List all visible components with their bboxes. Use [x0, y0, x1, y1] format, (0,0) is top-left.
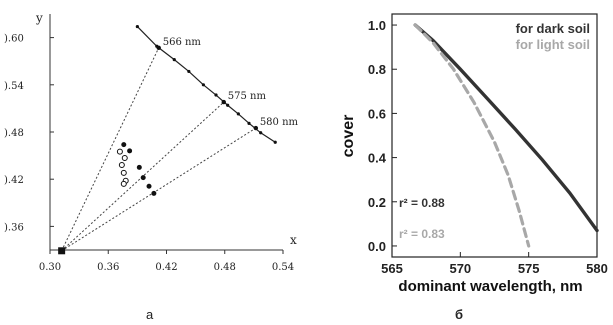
wavelength-ray	[61, 47, 160, 252]
legend-entry: for light soil	[516, 37, 590, 52]
x-axis-label: x	[290, 233, 297, 247]
locus-marker	[236, 112, 240, 116]
x-tick-label: 565	[381, 261, 403, 276]
y-tick-label: 0.0	[368, 239, 386, 254]
wavelength-marker	[253, 125, 259, 131]
white-point-marker	[58, 247, 66, 255]
y-tick-label: ).54	[4, 81, 24, 92]
sample-point-filled	[127, 148, 133, 154]
y-tick-label: 0.2	[368, 195, 386, 210]
y-tick-label: ).48	[4, 128, 24, 139]
chromaticity-chart: 0.30 0.36 0.42 0.48 0.54 ).60 ).54 ).48 ).42 ).36…	[4, 11, 299, 273]
legend-entry: for dark soil	[516, 21, 590, 36]
x-axis-label: dominant wavelength, nm	[398, 278, 582, 295]
y-tick-label: 0.8	[368, 62, 386, 77]
x-tick-label: 575	[518, 261, 540, 276]
locus-marker	[135, 24, 139, 29]
figure-b-caption: б	[455, 307, 464, 322]
sample-points	[116, 142, 157, 196]
sample-point-open	[121, 154, 128, 161]
y-tick-label: ).36	[4, 222, 24, 233]
locus-marker	[247, 121, 251, 125]
locus-marker	[273, 140, 277, 144]
sample-point-filled	[140, 175, 146, 181]
locus-marker	[201, 83, 205, 87]
y-tick-label: 0.4	[368, 151, 387, 166]
x-tick-label: 0.36	[97, 262, 119, 273]
series-dark-soil-line	[413, 23, 599, 233]
y-tick-label: 0.6	[368, 106, 386, 121]
locus-marker	[172, 58, 176, 62]
plot-frame	[391, 13, 598, 258]
sample-point-filled	[146, 183, 152, 189]
series-lines	[413, 23, 599, 248]
wavelength-marker	[221, 99, 226, 105]
locus-marker	[214, 93, 218, 97]
x-tick-label: 0.42	[155, 262, 177, 273]
y-tick-label: ).42	[4, 175, 24, 186]
wavelength-label: 580 nm	[260, 117, 299, 128]
sample-point-open	[120, 169, 127, 176]
y-axis-label: cover	[340, 115, 357, 158]
figure-a-caption: а	[146, 307, 154, 322]
y-axis-label: y	[35, 11, 43, 25]
sample-point-open	[116, 148, 123, 155]
tick-labels: 0.30 0.36 0.42 0.48 0.54 ).60 ).54 ).48 ).42 ).36…	[4, 11, 297, 273]
sample-point-filled	[136, 164, 142, 170]
x-tick-label: 0.30	[39, 262, 61, 273]
x-tick-label: 0.48	[214, 262, 236, 273]
sample-point-filled	[151, 190, 157, 196]
wavelength-label: 575 nm	[228, 91, 267, 102]
tick-labels: 565 570 575 580 0.0 0.2 0.4 0.6 0.8 1.0 cover domin…	[340, 18, 608, 295]
spectral-locus: 566 nm 575 nm 580 nm	[135, 24, 299, 144]
r-squared-annotation: r² = 0.88	[399, 196, 445, 210]
locus-marker	[259, 131, 263, 135]
r-squared-annotation: r² = 0.83	[399, 227, 445, 241]
x-tick-label: 0.54	[272, 262, 294, 273]
locus-marker	[226, 103, 230, 107]
sample-point-filled	[121, 142, 127, 148]
locus-marker	[187, 69, 191, 74]
sample-point-open	[118, 162, 125, 169]
axes-frame	[391, 13, 598, 258]
y-tick-label: ).60	[4, 34, 24, 45]
x-tick-label: 580	[586, 261, 608, 276]
wavelength-label: 566 nm	[163, 37, 202, 48]
series-light-soil-line	[413, 23, 531, 248]
cover-wavelength-chart: 565 570 575 580 0.0 0.2 0.4 0.6 0.8 1.0 cover domin…	[340, 13, 608, 295]
sample-point-open	[120, 180, 127, 187]
x-tick-label: 570	[449, 261, 471, 276]
wavelength-marker	[156, 45, 161, 51]
y-tick-label: 1.0	[368, 18, 386, 33]
